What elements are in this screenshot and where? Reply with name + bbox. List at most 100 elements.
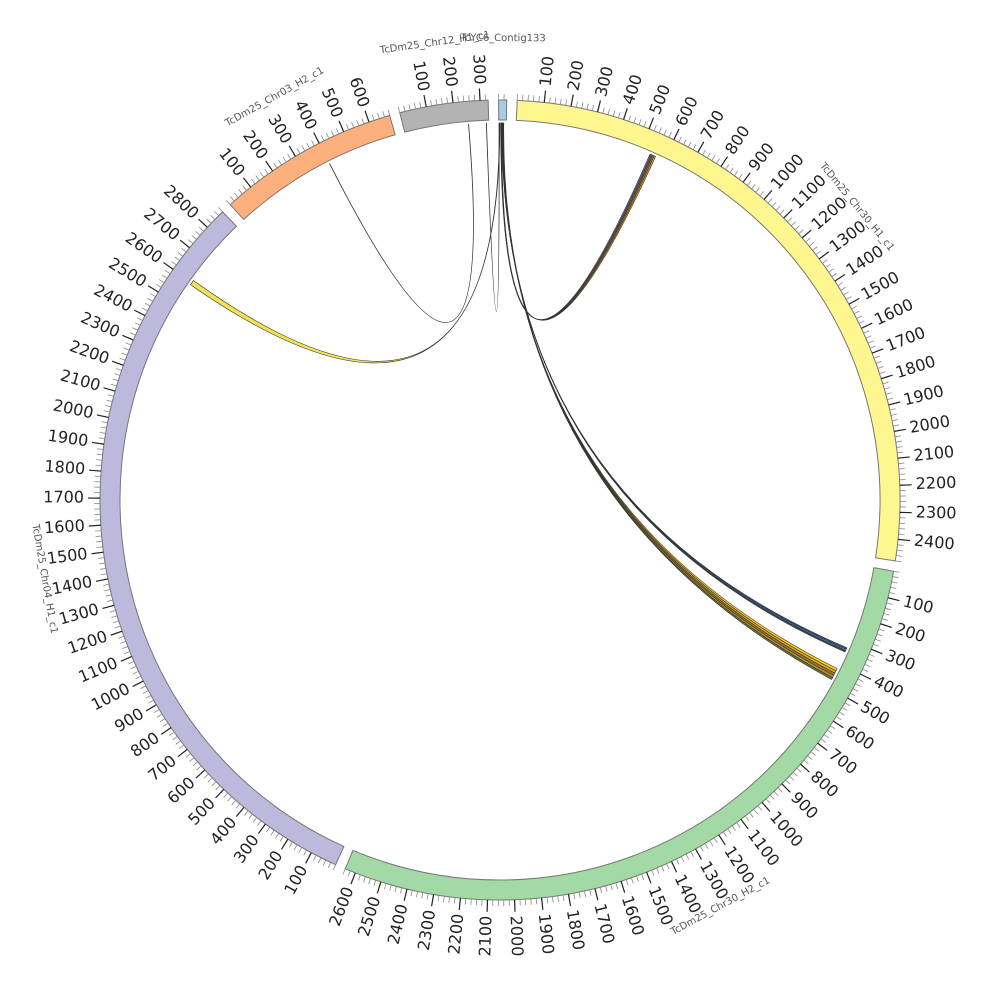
- minor-tick: [121, 352, 128, 356]
- tick-label: 1500: [858, 267, 903, 303]
- minor-tick: [270, 829, 275, 836]
- segment-ideogram: [515, 99, 901, 562]
- link-ribbon: [502, 122, 838, 672]
- tick-label: 500: [645, 82, 674, 117]
- minor-tick: [100, 573, 107, 576]
- minor-tick: [408, 104, 411, 111]
- tick-label: 300: [230, 831, 263, 867]
- minor-tick: [289, 841, 293, 848]
- minor-tick: [124, 651, 130, 655]
- minor-tick: [227, 796, 233, 802]
- tick-label: 900: [787, 788, 822, 823]
- minor-tick: [897, 544, 904, 546]
- major-tick: [179, 239, 190, 249]
- minor-tick: [95, 464, 102, 467]
- minor-tick: [843, 291, 849, 296]
- tick-label: 500: [318, 85, 347, 121]
- minor-tick: [840, 286, 846, 291]
- minor-tick: [140, 685, 146, 690]
- link-ribbon: [500, 122, 652, 320]
- minor-tick: [148, 699, 154, 704]
- minor-tick: [211, 781, 217, 787]
- minor-tick: [890, 413, 897, 416]
- minor-tick: [680, 856, 685, 863]
- major-tick: [305, 852, 312, 864]
- minor-tick: [97, 448, 104, 450]
- minor-tick: [203, 773, 209, 779]
- major-tick: [594, 888, 599, 901]
- tick-label: 2400: [384, 902, 412, 946]
- minor-tick: [713, 837, 718, 844]
- minor-tick: [653, 125, 657, 132]
- minor-tick: [192, 761, 198, 767]
- minor-tick: [195, 231, 201, 236]
- tick-label: 300: [469, 53, 490, 84]
- minor-tick: [551, 896, 554, 903]
- minor-tick: [897, 451, 904, 454]
- tick-label: 1900: [535, 913, 558, 955]
- minor-tick: [266, 826, 271, 833]
- minor-tick: [879, 371, 886, 374]
- minor-tick: [898, 533, 905, 535]
- minor-tick: [736, 822, 741, 828]
- major-tick: [198, 218, 208, 228]
- major-tick: [89, 469, 102, 472]
- minor-tick: [332, 864, 337, 871]
- minor-tick: [95, 459, 103, 461]
- minor-tick: [279, 835, 284, 842]
- minor-tick: [887, 397, 894, 400]
- minor-tick: [875, 360, 882, 364]
- tick-label: 400: [619, 72, 647, 107]
- major-tick: [596, 100, 602, 113]
- major-tick: [458, 897, 462, 911]
- minor-tick: [357, 874, 361, 881]
- major-tick: [763, 190, 773, 200]
- tick-label: 1800: [563, 908, 589, 951]
- minor-tick: [896, 549, 903, 552]
- major-tick: [897, 456, 910, 459]
- minor-tick: [351, 121, 355, 128]
- minor-tick: [335, 128, 340, 135]
- minor-tick: [96, 541, 103, 543]
- major-tick: [880, 623, 892, 629]
- minor-tick: [153, 709, 160, 713]
- minor-tick: [845, 296, 852, 300]
- minor-tick: [836, 716, 842, 721]
- minor-tick: [885, 392, 892, 395]
- minor-tick: [850, 692, 856, 697]
- major-tick: [242, 177, 252, 188]
- tick-label: 100: [280, 862, 311, 898]
- minor-tick: [546, 897, 549, 904]
- minor-tick: [118, 635, 125, 639]
- minor-tick: [317, 857, 322, 864]
- major-tick: [376, 881, 382, 894]
- minor-tick: [161, 274, 168, 279]
- major-tick: [718, 834, 726, 846]
- minor-tick: [896, 555, 903, 557]
- tick-label: 600: [163, 773, 198, 808]
- minor-tick: [755, 187, 760, 193]
- major-tick: [817, 742, 828, 751]
- minor-tick: [573, 893, 576, 900]
- major-tick: [160, 727, 172, 735]
- minor-tick: [894, 435, 901, 438]
- minor-tick: [891, 581, 898, 584]
- minor-tick: [169, 731, 175, 736]
- link-ribbon: [500, 122, 655, 321]
- segment-label: TcYC6_Contig133: [459, 33, 545, 45]
- minor-tick: [322, 859, 327, 866]
- minor-tick: [586, 103, 589, 110]
- minor-tick: [399, 887, 403, 894]
- minor-tick: [373, 880, 377, 887]
- tick-label: 2300: [916, 502, 957, 522]
- minor-tick: [371, 114, 375, 121]
- major-tick: [847, 697, 859, 705]
- minor-tick: [287, 153, 292, 160]
- tick-label: 600: [346, 75, 374, 110]
- minor-tick: [729, 167, 734, 173]
- minor-tick: [702, 149, 706, 156]
- minor-tick: [731, 825, 736, 831]
- minor-tick: [327, 862, 332, 869]
- minor-tick: [119, 357, 126, 361]
- minor-tick: [777, 787, 783, 793]
